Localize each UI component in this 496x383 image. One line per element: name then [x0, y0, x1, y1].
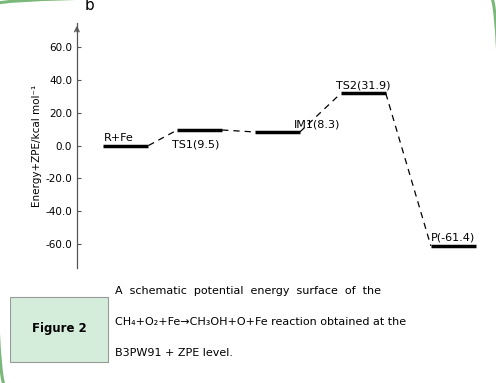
Y-axis label: Energy+ZPE/kcal mol⁻¹: Energy+ZPE/kcal mol⁻¹ — [33, 84, 43, 207]
Text: TS1(9.5): TS1(9.5) — [172, 139, 219, 149]
Text: P(-61.4): P(-61.4) — [431, 233, 476, 243]
Text: CH₄+O₂+Fe→CH₃OH+O+Fe reaction obtained at the: CH₄+O₂+Fe→CH₃OH+O+Fe reaction obtained a… — [115, 317, 406, 327]
Text: A  schematic  potential  energy  surface  of  the: A schematic potential energy surface of … — [115, 286, 380, 296]
Text: TS2(31.9): TS2(31.9) — [336, 80, 390, 90]
Text: R+Fe: R+Fe — [104, 133, 133, 142]
Text: B3PW91 + ZPE level.: B3PW91 + ZPE level. — [115, 348, 233, 358]
Text: Figure 2: Figure 2 — [32, 322, 86, 335]
Text: b: b — [85, 0, 95, 13]
Text: IM1(8.3): IM1(8.3) — [294, 119, 340, 129]
FancyBboxPatch shape — [10, 298, 108, 362]
